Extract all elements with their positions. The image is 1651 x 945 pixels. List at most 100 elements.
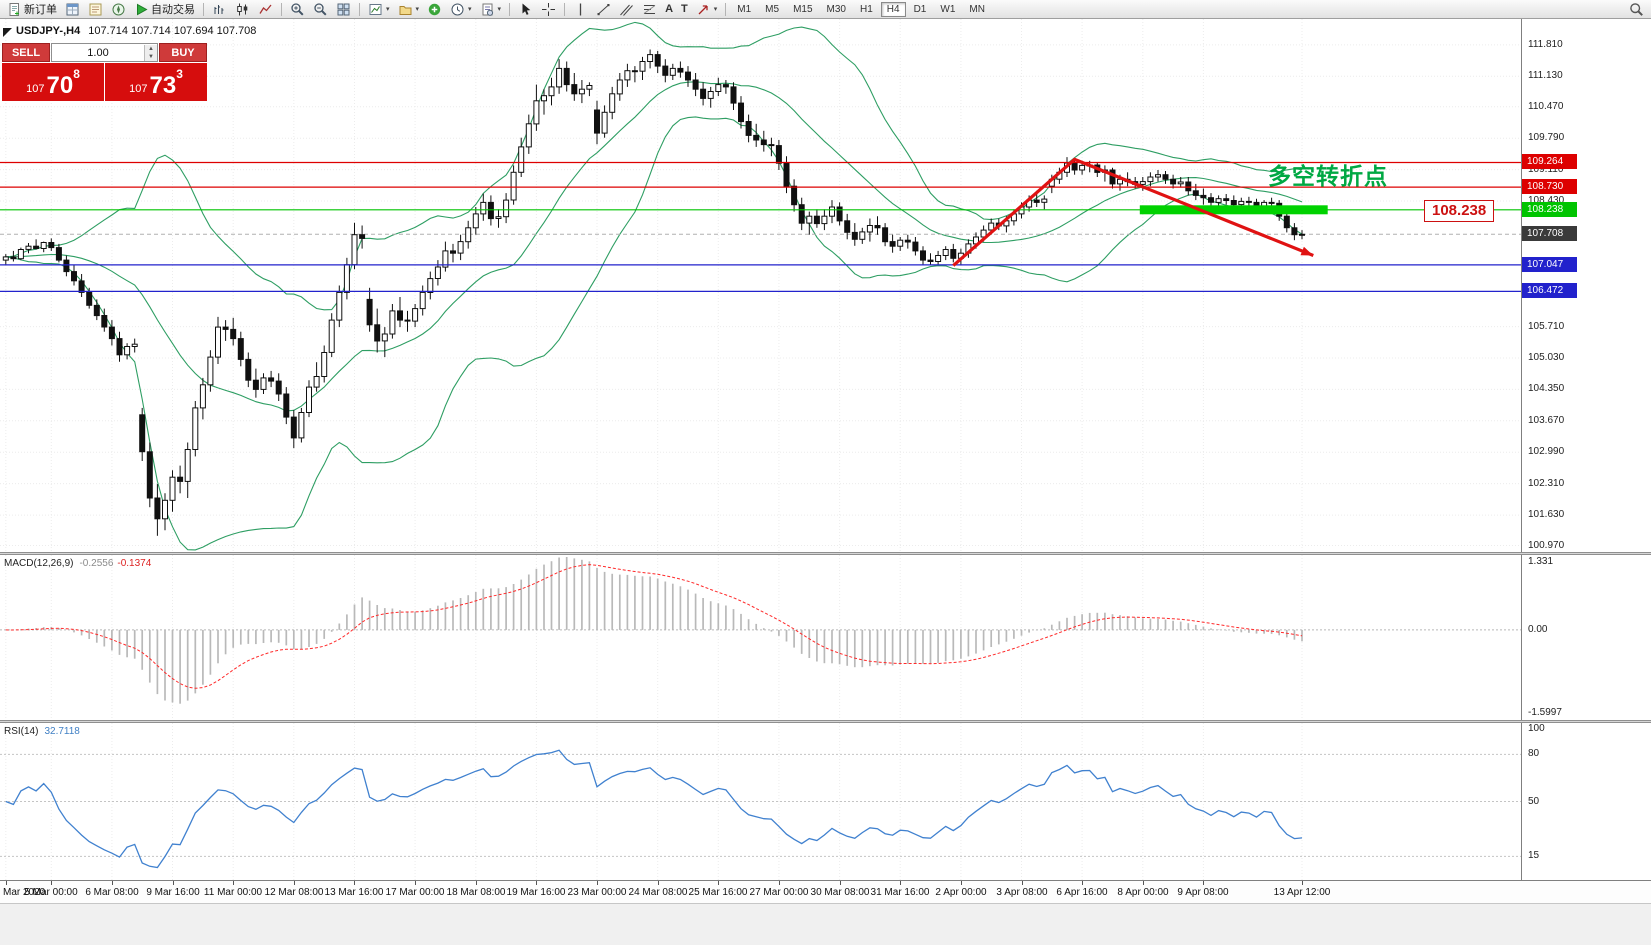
profiles-button[interactable]: ▾ [394, 0, 424, 19]
dropdown-caret-icon: ▾ [497, 6, 502, 13]
macd-chart-canvas[interactable] [0, 555, 1521, 720]
zoom-in-button[interactable] [286, 0, 309, 19]
time-axis-label: 17 Mar 00:00 [385, 887, 445, 898]
template-icon [480, 2, 495, 17]
bid-price-display[interactable]: 107 70 8 [2, 63, 104, 101]
data-window-icon [88, 2, 103, 17]
volume-down-button[interactable]: ▼ [145, 52, 157, 61]
data-window-button[interactable] [84, 0, 107, 19]
navigator-icon [111, 2, 126, 17]
status-bar [0, 903, 1651, 945]
dropdown-caret-icon: ▾ [386, 6, 390, 13]
price-level-badge: 108.238 [1522, 202, 1577, 217]
text-tool-button[interactable]: A [661, 0, 677, 19]
time-axis-tick [1302, 881, 1303, 885]
market-watch-icon [65, 2, 80, 17]
timeframe-m5-button[interactable]: M5 [759, 2, 785, 17]
search-button[interactable] [1625, 0, 1648, 19]
rsi-axis-label: 50 [1528, 796, 1540, 807]
timeframe-m1-button[interactable]: M1 [731, 2, 757, 17]
ask-big-figure: 107 [129, 83, 148, 95]
line-chart-mode-button[interactable] [254, 0, 277, 19]
price-chart-canvas[interactable] [0, 19, 1521, 552]
price-tick-label: 109.790 [1528, 132, 1565, 143]
price-tick-label: 109.110 [1528, 164, 1564, 175]
price-tick-label: 102.990 [1528, 446, 1565, 457]
symbol-name: USDJPY-,H4 [16, 25, 81, 37]
timeframe-m30-button[interactable]: M30 [821, 2, 852, 17]
buy-button[interactable]: BUY [159, 43, 207, 62]
trendline-tool-button[interactable] [592, 0, 615, 19]
arrows-tool-button[interactable]: ▾ [692, 0, 722, 19]
new-order-button[interactable]: 新订单 [3, 0, 61, 19]
time-axis-tick [415, 881, 416, 885]
time-axis-tick [173, 881, 174, 885]
time-axis-label: 24 Mar 08:00 [628, 887, 688, 898]
symbol-header: USDJPY-,H4 107.714 107.714 107.694 107.70… [16, 25, 256, 37]
autotrading-play-icon [134, 2, 149, 17]
time-axis-label: 6 Apr 16:00 [1056, 887, 1108, 898]
time-axis-tick [112, 881, 113, 885]
price-axis[interactable]: 111.810 111.130 110.470 109.790 109.110 108.4… [1521, 19, 1651, 880]
panel-splitter[interactable] [0, 552, 1651, 555]
text-label-tool-button[interactable]: T [677, 0, 692, 19]
bid-price-badge: 107.708 [1522, 226, 1577, 241]
rsi-axis-label: 15 [1528, 850, 1540, 861]
indicators-button[interactable] [423, 0, 446, 19]
time-axis-tick [233, 881, 234, 885]
candlestick-mode-button[interactable] [231, 0, 254, 19]
time-axis-label: 5 Mar 00:00 [24, 887, 78, 898]
fibonacci-tool-button[interactable] [638, 0, 661, 19]
dropdown-caret-icon: ▾ [713, 6, 718, 13]
timeframe-h4-button[interactable]: H4 [880, 1, 906, 17]
macd-axis-label: 0.00 [1528, 624, 1548, 635]
rsi-indicator-panel[interactable]: RSI(14) 32.7118 [0, 723, 1521, 880]
price-chart-panel[interactable]: USDJPY-,H4 107.714 107.714 107.694 107.70… [0, 19, 1521, 552]
volume-up-button[interactable]: ▲ [145, 44, 157, 53]
volume-stepper[interactable]: 1.00 ▲ ▼ [51, 43, 158, 62]
price-tick-label: 111.810 [1528, 39, 1563, 50]
navigator-button[interactable] [107, 0, 130, 19]
timeframe-m15-button[interactable]: M15 [787, 2, 818, 17]
time-axis-tick [6, 881, 7, 885]
channel-tool-button[interactable] [615, 0, 638, 19]
ask-price-display[interactable]: 107 73 3 [105, 63, 207, 101]
panel-splitter[interactable] [0, 720, 1651, 723]
new-chart-button[interactable]: ▾ [364, 0, 394, 19]
time-axis-tick [536, 881, 537, 885]
market-watch-button[interactable] [61, 0, 84, 19]
timeframe-w1-button[interactable]: W1 [934, 2, 961, 17]
timeframe-h1-button[interactable]: H1 [854, 2, 879, 17]
timeframe-d1-button[interactable]: D1 [908, 2, 933, 17]
cursor-icon [518, 2, 533, 17]
price-tick-label: 108.430 [1528, 195, 1565, 206]
zoom-in-icon [290, 2, 305, 17]
time-axis-label: 13 Apr 12:00 [1273, 887, 1331, 898]
rsi-axis-label: 100 [1528, 723, 1545, 734]
time-axis-labels: Mar 2020 5 Mar 00:00 6 Mar 08:00 9 Mar 16:0… [0, 881, 1521, 904]
timeframe-mn-button[interactable]: MN [963, 2, 991, 17]
cursor-tool-button[interactable] [514, 0, 537, 19]
autotrading-button[interactable]: 自动交易 [130, 0, 199, 19]
new-order-icon [7, 2, 22, 17]
bar-chart-mode-button[interactable] [208, 0, 231, 19]
sell-button[interactable]: SELL [2, 43, 50, 62]
rsi-chart-canvas[interactable] [0, 723, 1521, 880]
vertical-line-tool-button[interactable] [569, 0, 592, 19]
macd-signal-value: -0.1374 [117, 558, 152, 569]
templates-button[interactable]: ▾ [476, 0, 506, 19]
macd-indicator-panel[interactable]: MACD(12,26,9) -0.2556 -0.1374 [0, 555, 1521, 720]
tile-windows-button[interactable] [332, 0, 355, 19]
dropdown-caret-icon: ▾ [468, 6, 472, 13]
time-axis-tick [1022, 881, 1023, 885]
oneclick-toggle-icon[interactable] [3, 28, 12, 37]
time-axis-tick [354, 881, 355, 885]
volume-value[interactable]: 1.00 [87, 46, 109, 59]
time-axis-label: 31 Mar 16:00 [870, 887, 930, 898]
crosshair-tool-button[interactable] [537, 0, 560, 19]
zoom-out-button[interactable] [309, 0, 332, 19]
periods-button[interactable]: ▾ [446, 0, 476, 19]
time-axis[interactable]: Mar 2020 5 Mar 00:00 6 Mar 08:00 9 Mar 16:0… [0, 880, 1651, 903]
price-tick-label: 101.630 [1528, 509, 1565, 520]
